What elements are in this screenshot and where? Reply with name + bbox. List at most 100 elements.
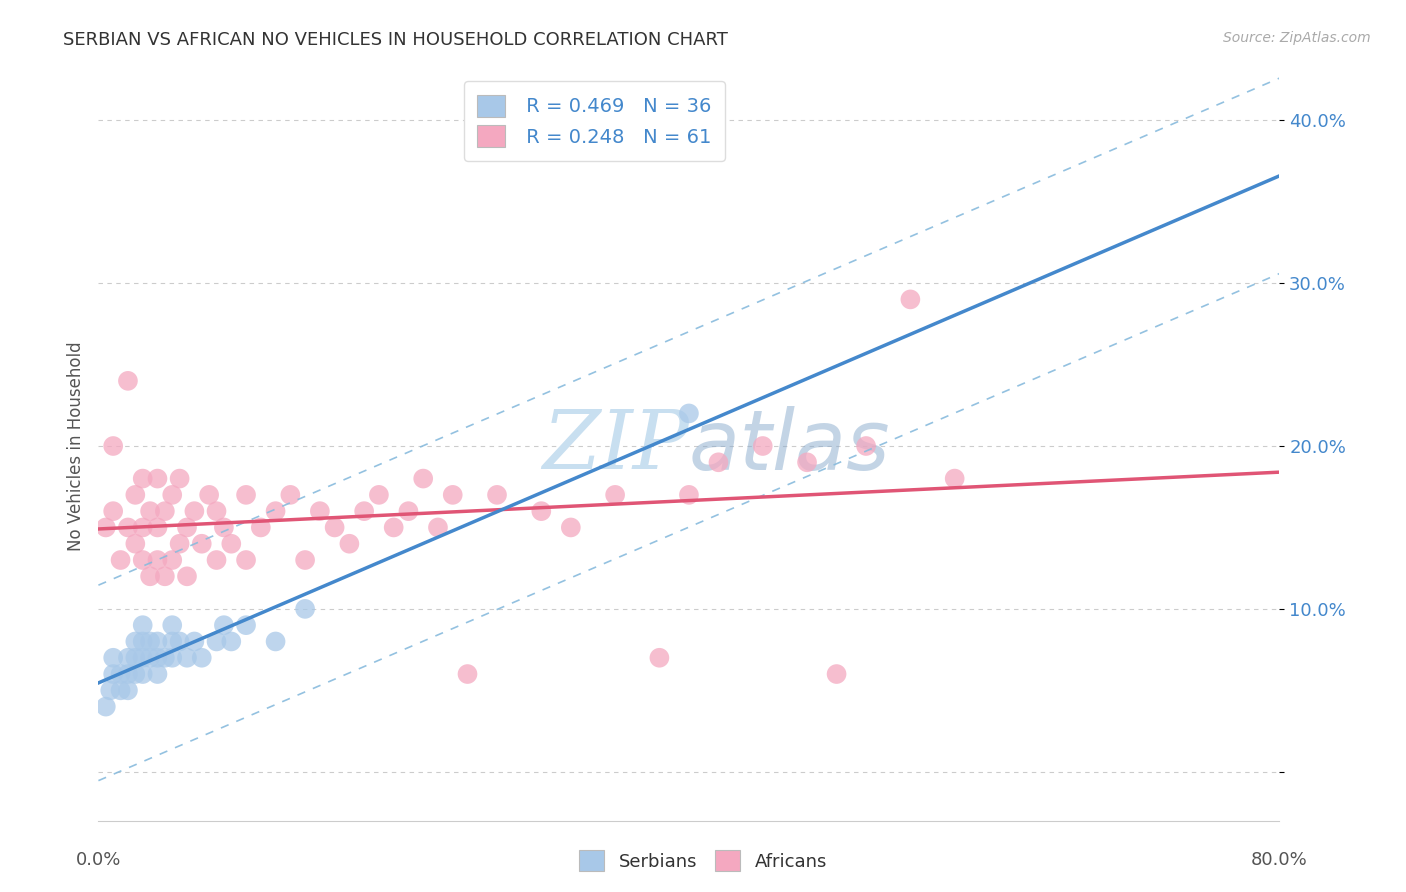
- Point: [796, 455, 818, 469]
- Point: [560, 520, 582, 534]
- Point: [139, 504, 162, 518]
- Point: [183, 504, 205, 518]
- Text: ZIP: ZIP: [543, 406, 689, 486]
- Point: [486, 488, 509, 502]
- Point: [427, 520, 450, 534]
- Point: [176, 650, 198, 665]
- Point: [103, 439, 125, 453]
- Point: [162, 634, 183, 648]
- Text: atlas: atlas: [689, 406, 890, 486]
- Point: [323, 520, 346, 534]
- Y-axis label: No Vehicles in Household: No Vehicles in Household: [66, 341, 84, 551]
- Point: [264, 504, 287, 518]
- Point: [221, 537, 243, 551]
- Point: [162, 488, 183, 502]
- Point: [139, 650, 162, 665]
- Point: [117, 374, 139, 388]
- Text: SERBIAN VS AFRICAN NO VEHICLES IN HOUSEHOLD CORRELATION CHART: SERBIAN VS AFRICAN NO VEHICLES IN HOUSEH…: [63, 31, 728, 49]
- Point: [183, 634, 205, 648]
- Point: [139, 569, 162, 583]
- Point: [250, 520, 273, 534]
- Point: [169, 472, 191, 486]
- Point: [146, 472, 169, 486]
- Point: [943, 472, 966, 486]
- Point: [212, 618, 235, 632]
- Point: [530, 504, 553, 518]
- Point: [900, 293, 922, 307]
- Point: [103, 504, 125, 518]
- Point: [110, 553, 132, 567]
- Point: [117, 650, 139, 665]
- Point: [117, 683, 139, 698]
- Point: [169, 634, 191, 648]
- Point: [132, 634, 155, 648]
- Point: [146, 520, 169, 534]
- Point: [353, 504, 375, 518]
- Point: [235, 618, 257, 632]
- Point: [124, 650, 146, 665]
- Point: [235, 553, 257, 567]
- Point: [678, 488, 700, 502]
- Point: [191, 537, 214, 551]
- Point: [707, 455, 730, 469]
- Point: [146, 667, 169, 681]
- Point: [339, 537, 361, 551]
- Point: [94, 699, 117, 714]
- Legend: Serbians, Africans: Serbians, Africans: [572, 843, 834, 879]
- Point: [398, 504, 420, 518]
- Legend:  R = 0.469   N = 36,  R = 0.248   N = 61: R = 0.469 N = 36, R = 0.248 N = 61: [464, 81, 725, 161]
- Point: [280, 488, 302, 502]
- Point: [132, 650, 155, 665]
- Point: [132, 618, 155, 632]
- Point: [752, 439, 775, 453]
- Point: [146, 650, 169, 665]
- Point: [678, 406, 700, 420]
- Point: [264, 634, 287, 648]
- Point: [221, 634, 243, 648]
- Point: [153, 569, 176, 583]
- Text: Source: ZipAtlas.com: Source: ZipAtlas.com: [1223, 31, 1371, 45]
- Point: [412, 472, 434, 486]
- Point: [110, 667, 132, 681]
- Point: [132, 472, 155, 486]
- Point: [212, 520, 235, 534]
- Point: [153, 504, 176, 518]
- Point: [117, 667, 139, 681]
- Point: [153, 650, 176, 665]
- Point: [132, 667, 155, 681]
- Point: [191, 650, 214, 665]
- Point: [855, 439, 877, 453]
- Point: [103, 650, 125, 665]
- Point: [294, 602, 316, 616]
- Point: [294, 553, 316, 567]
- Point: [94, 520, 117, 534]
- Point: [124, 488, 146, 502]
- Point: [162, 553, 183, 567]
- Point: [205, 634, 228, 648]
- Point: [169, 537, 191, 551]
- Point: [146, 634, 169, 648]
- Point: [309, 504, 332, 518]
- Point: [441, 488, 464, 502]
- Point: [124, 667, 146, 681]
- Point: [648, 650, 671, 665]
- Point: [176, 520, 198, 534]
- Point: [132, 553, 155, 567]
- Point: [117, 520, 139, 534]
- Point: [124, 537, 146, 551]
- Point: [110, 683, 132, 698]
- Point: [825, 667, 848, 681]
- Point: [124, 634, 146, 648]
- Point: [205, 504, 228, 518]
- Point: [98, 683, 121, 698]
- Text: 80.0%: 80.0%: [1251, 851, 1308, 869]
- Text: 0.0%: 0.0%: [76, 851, 121, 869]
- Point: [205, 553, 228, 567]
- Point: [457, 667, 479, 681]
- Point: [103, 667, 125, 681]
- Point: [605, 488, 627, 502]
- Point: [132, 520, 155, 534]
- Point: [235, 488, 257, 502]
- Point: [162, 618, 183, 632]
- Point: [368, 488, 391, 502]
